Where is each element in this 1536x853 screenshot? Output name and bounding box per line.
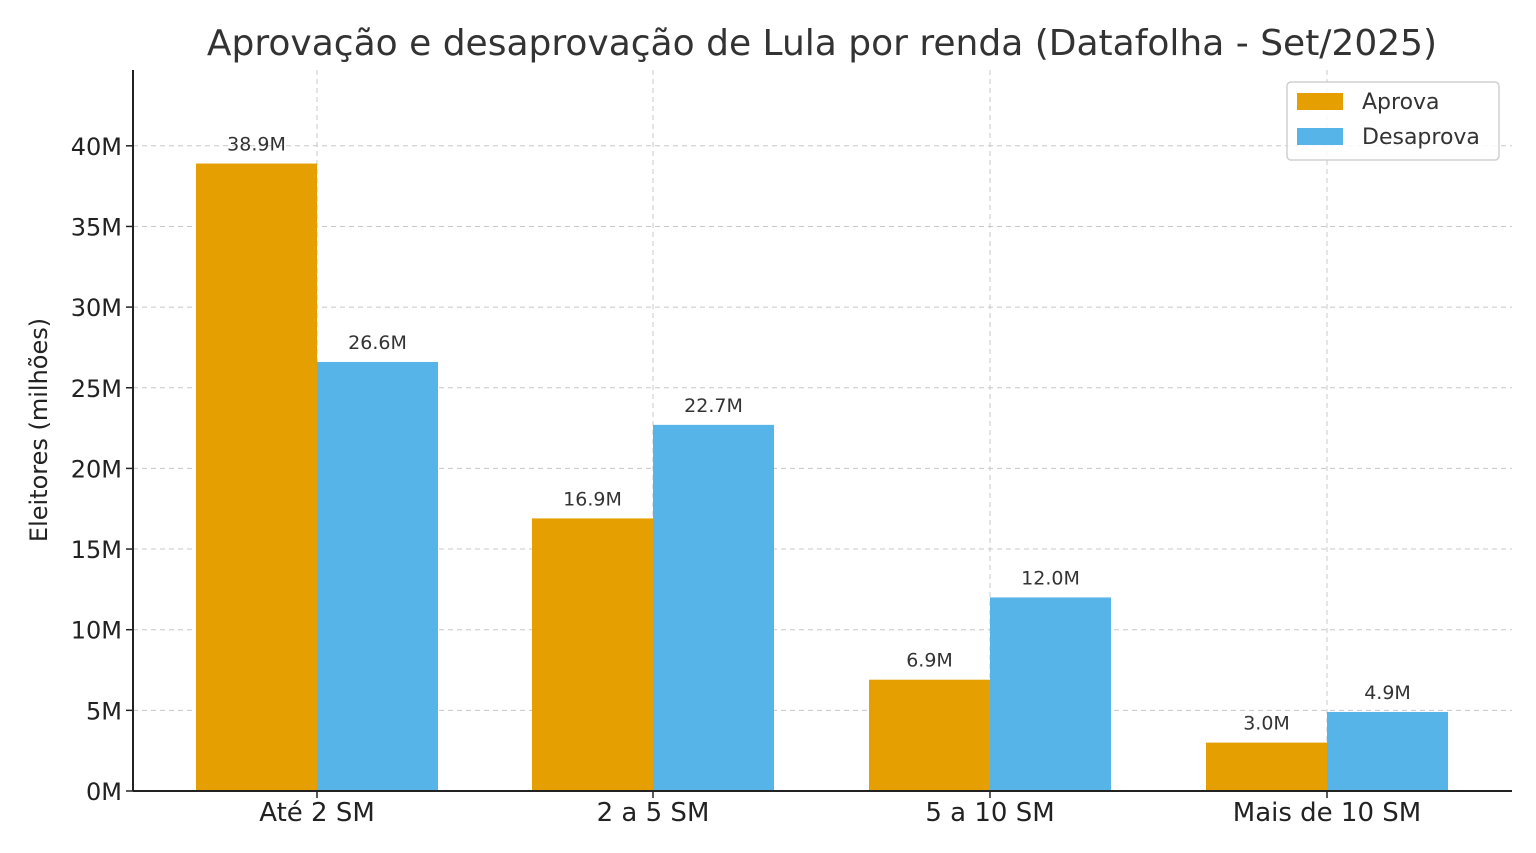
bar-aprova-1 xyxy=(196,163,317,792)
data-label-desaprova-4: 4.9M xyxy=(1364,682,1411,704)
ticks: 0M 5M 10M 15M 20M 25M 30M 35M 40M Até 2 SM 2 a 5 S… xyxy=(71,133,1421,828)
bar-desaprova-1 xyxy=(317,361,438,791)
data-label-desaprova-1: 26.6M xyxy=(348,332,407,354)
x-tick-label: Até 2 SM xyxy=(259,798,375,828)
legend-label-aprova: Aprova xyxy=(1362,90,1440,115)
legend: Aprova Desaprova xyxy=(1286,81,1500,161)
y-tick-label: 25M xyxy=(71,375,122,403)
x-tick-label: 2 a 5 SM xyxy=(597,798,710,828)
y-tick-label: 5M xyxy=(86,697,122,725)
y-tick-label: 20M xyxy=(71,455,122,483)
y-axis-label: Eleitores (milhões) xyxy=(25,318,53,542)
y-tick-label: 40M xyxy=(71,133,122,161)
data-label-aprova-1: 38.9M xyxy=(227,134,286,156)
y-tick-label: 10M xyxy=(71,617,122,645)
legend-swatch-aprova xyxy=(1297,93,1343,110)
legend-label-desaprova: Desaprova xyxy=(1362,125,1480,150)
data-label-desaprova-2: 22.7M xyxy=(684,395,743,417)
axes xyxy=(132,70,1512,792)
data-label-aprova-4: 3.0M xyxy=(1243,713,1290,735)
data-labels: 38.9M 16.9M 6.9M 3.0M 26.6M 22.7M 12.0M 4.9M xyxy=(227,134,1411,735)
data-label-desaprova-3: 12.0M xyxy=(1021,567,1080,589)
y-tick-label: 30M xyxy=(71,294,122,322)
data-label-aprova-3: 6.9M xyxy=(906,650,953,672)
bars xyxy=(196,163,1448,792)
data-label-aprova-2: 16.9M xyxy=(563,488,622,510)
bar-aprova-3 xyxy=(869,679,990,791)
chart-title: Aprovação e desaprovação de Lula por ren… xyxy=(207,23,1437,64)
y-tick-label: 0M xyxy=(86,778,122,806)
y-tick-label: 15M xyxy=(71,536,122,564)
bar-aprova-2 xyxy=(532,518,653,791)
legend-swatch-desaprova xyxy=(1297,128,1343,145)
y-tick-label: 35M xyxy=(71,213,122,241)
bar-desaprova-3 xyxy=(990,597,1111,791)
bar-aprova-4 xyxy=(1206,742,1327,791)
x-tick-label: Mais de 10 SM xyxy=(1233,798,1421,828)
bar-desaprova-4 xyxy=(1327,711,1448,791)
x-tick-label: 5 a 10 SM xyxy=(925,798,1054,828)
bar-desaprova-2 xyxy=(653,424,774,791)
